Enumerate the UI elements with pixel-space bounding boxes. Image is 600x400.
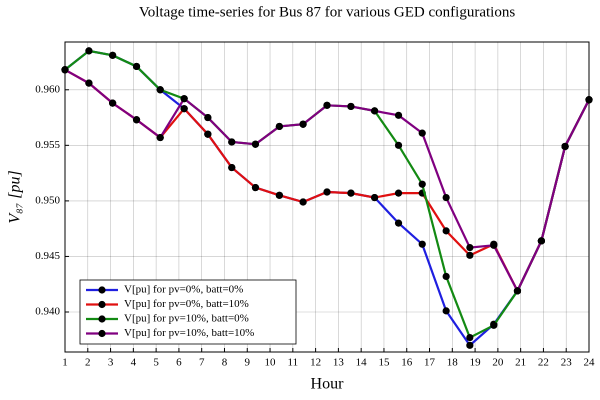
chart-title: Voltage time-series for Bus 87 for vario…	[139, 4, 515, 20]
data-point	[323, 101, 331, 109]
data-point	[204, 113, 212, 122]
data-point	[299, 198, 307, 206]
x-tick-label: 12	[310, 357, 321, 369]
x-tick-label: 13	[333, 357, 345, 369]
data-point	[275, 191, 283, 199]
x-tick-label: 23	[561, 357, 573, 369]
data-point	[228, 163, 236, 172]
x-tick-label: 6	[176, 357, 182, 369]
data-point	[585, 96, 593, 104]
data-point	[490, 321, 498, 329]
data-point	[156, 86, 164, 94]
data-point	[418, 240, 426, 248]
y-tick-label: 0.945	[35, 250, 60, 262]
data-point	[180, 95, 188, 103]
legend-label: V[pu] for pv=10%, batt=0%	[124, 313, 249, 325]
data-point	[418, 180, 426, 188]
data-point	[347, 189, 355, 197]
data-point	[490, 241, 498, 249]
x-tick-label: 19	[470, 357, 482, 369]
data-point	[109, 99, 117, 107]
data-point	[132, 62, 141, 71]
data-point	[347, 102, 355, 111]
legend-label: V[pu] for pv=10%, batt=10%	[124, 327, 254, 339]
x-tick-label: 24	[584, 357, 596, 369]
legend: V[pu] for pv=0%, batt=0% V[pu] for pv=0%,…	[79, 279, 297, 345]
data-point	[180, 105, 188, 113]
x-tick-label: 18	[447, 357, 459, 369]
data-point	[275, 122, 283, 131]
x-tick-label: 20	[492, 357, 504, 369]
data-point	[513, 287, 522, 295]
x-tick-label: 17	[424, 357, 436, 369]
y-tick-label: 0.955	[35, 139, 60, 151]
data-point	[442, 227, 450, 235]
data-point	[132, 116, 141, 124]
data-point	[61, 66, 69, 74]
data-point	[442, 272, 450, 281]
data-point	[156, 133, 164, 142]
x-axis-label: Hour	[311, 376, 345, 393]
data-point	[251, 183, 260, 192]
y-tick-label: 0.950	[35, 194, 60, 206]
x-tick-label: 11	[288, 357, 299, 369]
x-tick-label: 8	[222, 357, 228, 369]
legend-marker	[98, 329, 106, 338]
data-point	[442, 307, 450, 315]
data-point	[371, 193, 379, 202]
x-tick-label: 4	[131, 357, 137, 369]
legend-marker	[98, 315, 106, 323]
data-point	[204, 130, 212, 138]
data-point	[323, 188, 331, 196]
x-tick-label: 9	[245, 357, 251, 369]
data-point	[251, 140, 260, 148]
x-tick-label: 15	[378, 357, 390, 369]
data-point	[418, 129, 426, 137]
data-point	[394, 111, 403, 119]
data-point	[394, 219, 403, 227]
legend-label: V[pu] for pv=0%, batt=0%	[124, 284, 243, 296]
x-tick-label: 1	[62, 357, 68, 369]
x-tick-label: 7	[199, 357, 205, 369]
data-point	[442, 193, 450, 202]
data-point	[466, 243, 474, 252]
data-point	[85, 47, 93, 55]
data-point	[466, 251, 474, 259]
x-tick-label: 10	[265, 357, 277, 369]
x-tick-label: 21	[515, 357, 526, 369]
x-tick-label: 2	[85, 357, 91, 369]
data-point	[561, 142, 569, 151]
x-tick-label: 5	[153, 357, 159, 369]
data-point	[299, 120, 307, 128]
data-point	[394, 189, 403, 197]
x-tick-label: 3	[108, 357, 114, 369]
data-point	[394, 141, 403, 149]
legend-marker	[98, 286, 106, 294]
plot-frame	[64, 41, 590, 353]
data-point	[537, 237, 545, 245]
legend-label: V[pu] for pv=0%, batt=10%	[124, 298, 249, 310]
data-point	[85, 79, 93, 87]
y-axis-label: V₈₇ [pu]	[7, 170, 24, 223]
data-point	[228, 138, 236, 146]
x-tick-label: 16	[401, 357, 413, 369]
data-point	[109, 51, 117, 59]
data-point	[466, 333, 474, 342]
data-point	[371, 107, 379, 115]
y-tick-label: 0.960	[35, 83, 60, 95]
legend-marker	[98, 300, 106, 309]
data-point	[466, 341, 474, 349]
y-tick-label: 0.940	[35, 306, 60, 318]
x-tick-label: 14	[356, 357, 368, 369]
x-tick-label: 22	[538, 357, 549, 369]
